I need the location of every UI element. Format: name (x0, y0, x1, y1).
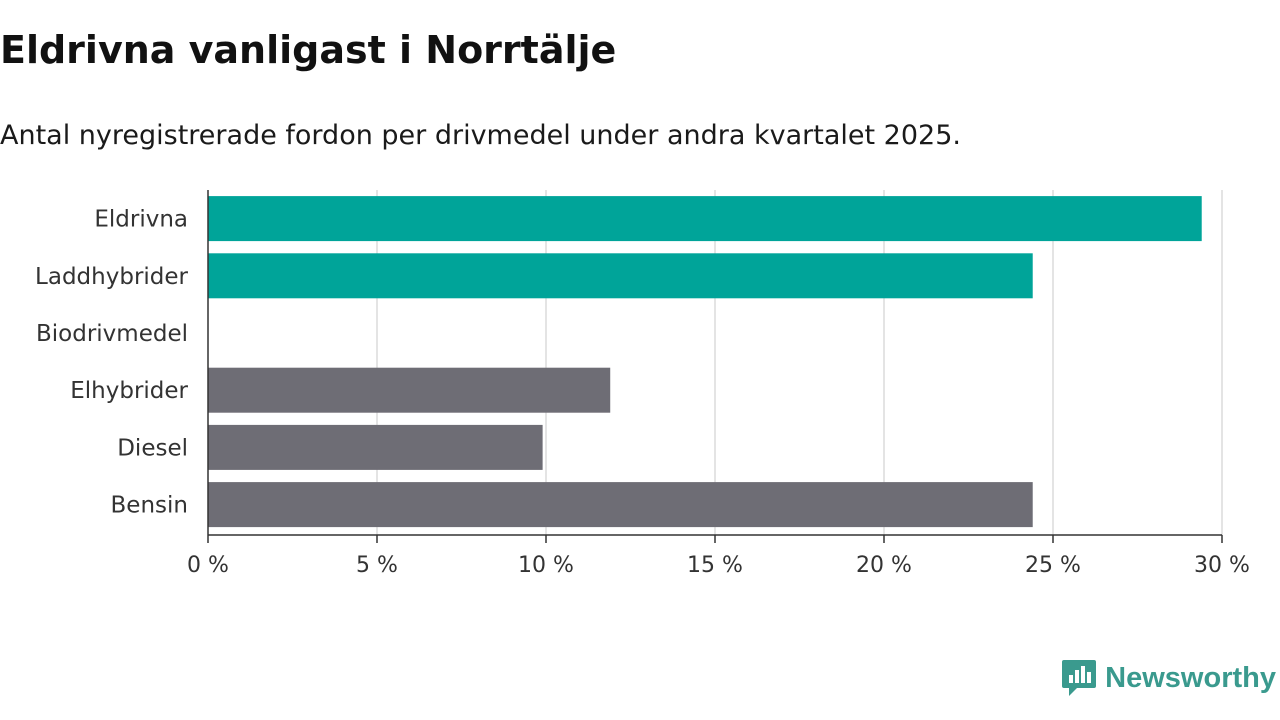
x-tick-label: 0 % (187, 553, 229, 578)
x-tick-label: 20 % (856, 553, 912, 578)
x-tick-label: 15 % (687, 553, 743, 578)
category-label: Eldrivna (94, 207, 188, 233)
x-tick-label: 10 % (518, 553, 574, 578)
bar-diesel (208, 424, 543, 470)
category-label: Elhybrider (70, 378, 188, 404)
gridlines (376, 190, 1223, 535)
x-axis: 0 % 5 % 10 % 15 % 20 % 25 % 30 % (187, 190, 1250, 578)
category-labels: Eldrivna Laddhybrider Biodrivmedel Elhybrid… (35, 207, 188, 519)
bars (208, 196, 1202, 528)
category-label: Biodrivmedel (36, 321, 188, 347)
bar-eldrivna (208, 196, 1202, 242)
category-label: Bensin (111, 493, 188, 519)
brand-name: Newsworthy (1105, 661, 1276, 694)
brand-logo: Newsworthy (1061, 658, 1276, 698)
category-label: Laddhybrider (35, 264, 188, 290)
bar-chart: Eldrivna Laddhybrider Biodrivmedel Elhybrid… (35, 190, 1250, 578)
newsworthy-logo-icon (1062, 660, 1097, 696)
category-label: Diesel (117, 435, 188, 461)
bar-laddhybrider (208, 253, 1033, 299)
bar-bensin (208, 482, 1033, 528)
chart-subtitle: Antal nyregistrerade fordon per drivmede… (0, 120, 961, 151)
x-tick-label: 25 % (1025, 553, 1081, 578)
chart-title: Eldrivna vanligast i Norrtälje (0, 28, 617, 72)
x-tick-label: 30 % (1194, 553, 1250, 578)
x-tick-label: 5 % (356, 553, 398, 578)
bar-elhybrider (208, 367, 611, 413)
